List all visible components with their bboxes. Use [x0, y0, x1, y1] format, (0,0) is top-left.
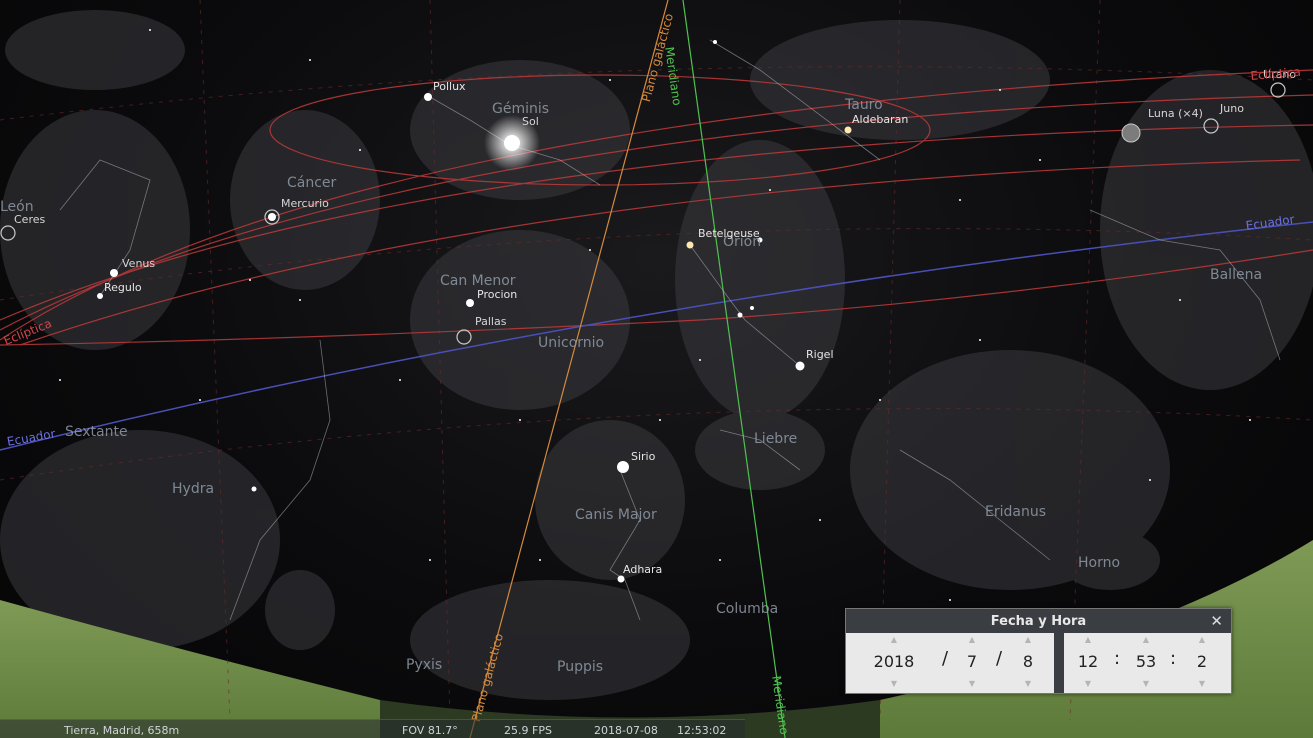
star-label[interactable]: Sirio	[631, 450, 656, 463]
year-value[interactable]: 2018	[873, 652, 915, 671]
second-spinner[interactable]: ▲ 2 ▼	[1182, 633, 1222, 693]
constellation-label[interactable]: Horno	[1078, 555, 1121, 571]
month-value[interactable]: 7	[966, 652, 978, 671]
down-arrow-icon[interactable]: ▼	[1142, 679, 1150, 688]
star-label[interactable]: Aldebaran	[852, 113, 909, 126]
minute-spinner[interactable]: ▲ 53 ▼	[1126, 633, 1166, 693]
constellation-label[interactable]: Canis Major	[575, 507, 657, 523]
close-icon[interactable]: ✕	[1210, 612, 1223, 630]
constellation-label[interactable]: Hydra	[172, 481, 215, 497]
constellation-label[interactable]: Can Menor	[440, 273, 516, 289]
equator-line	[0, 221, 1313, 451]
date-text: 2018-07-08	[594, 724, 658, 737]
up-arrow-icon[interactable]: ▲	[1084, 635, 1092, 644]
moon-marker	[1121, 123, 1141, 143]
star-label[interactable]: Rigel	[806, 348, 834, 361]
fps-text: 25.9 FPS	[504, 724, 552, 737]
star-label[interactable]: Regulo	[104, 281, 142, 294]
meridian-line	[682, 0, 786, 738]
second-value[interactable]: 2	[1196, 652, 1208, 671]
azimuthal-grid	[0, 0, 1313, 721]
planet-label[interactable]: Mercurio	[281, 197, 329, 210]
planet-label[interactable]: Juno	[1220, 102, 1244, 115]
constellation-label[interactable]: Pyxis	[406, 657, 443, 673]
date-separator: /	[942, 648, 949, 669]
planet-label[interactable]: Sol	[522, 115, 539, 128]
constellation-lines	[59, 39, 1281, 621]
dialog-title-bar[interactable]: Fecha y Hora ✕	[846, 609, 1231, 633]
constellation-label[interactable]: Géminis	[492, 101, 550, 117]
constellation-label[interactable]: Tauro	[845, 97, 883, 113]
month-spinner[interactable]: ▲ 7 ▼	[952, 633, 992, 693]
fov-text: FOV 81.7°	[402, 724, 458, 737]
status-bar: Tierra, Madrid, 658m FOV 81.7° 25.9 FPS …	[0, 719, 745, 738]
planet-markers	[0, 82, 1286, 345]
day-value[interactable]: 8	[1022, 652, 1034, 671]
constellation-label[interactable]: Ballena	[1210, 267, 1263, 283]
down-arrow-icon[interactable]: ▼	[968, 679, 976, 688]
planet-label[interactable]: Luna (×4)	[1148, 107, 1203, 120]
constellation-label[interactable]: Orión	[723, 234, 762, 250]
time-text: 12:53:02	[677, 724, 727, 737]
year-spinner[interactable]: ▲ 2018 ▼	[870, 633, 918, 693]
star-label[interactable]: Adhara	[623, 563, 663, 576]
star-label[interactable]: Betelgeuse	[698, 227, 760, 240]
time-separator: :	[1114, 648, 1121, 669]
constellation-label[interactable]: Unicornio	[538, 335, 605, 351]
dialog-body: ▲ 2018 ▼ / ▲ 7 ▼ / ▲ 8 ▼ ▲ 12 ▼ :	[846, 633, 1231, 693]
up-arrow-icon[interactable]: ▲	[1142, 635, 1150, 644]
dialog-title: Fecha y Hora	[990, 613, 1087, 629]
constellation-label[interactable]: Liebre	[754, 431, 798, 447]
down-arrow-icon[interactable]: ▼	[1024, 679, 1032, 688]
up-arrow-icon[interactable]: ▲	[1198, 635, 1206, 644]
up-arrow-icon[interactable]: ▲	[890, 635, 898, 644]
day-spinner[interactable]: ▲ 8 ▼	[1008, 633, 1048, 693]
date-time-dialog[interactable]: Fecha y Hora ✕ ▲ 2018 ▼ / ▲ 7 ▼ / ▲ 8 ▼	[845, 608, 1232, 694]
constellation-label[interactable]: León	[0, 199, 34, 215]
up-arrow-icon[interactable]: ▲	[968, 635, 976, 644]
down-arrow-icon[interactable]: ▼	[890, 679, 898, 688]
planet-label[interactable]: Ceres	[14, 213, 46, 226]
up-arrow-icon[interactable]: ▲	[1024, 635, 1032, 644]
constellation-art	[0, 10, 1313, 700]
planet-label[interactable]: Pallas	[475, 315, 507, 328]
down-arrow-icon[interactable]: ▼	[1198, 679, 1206, 688]
planet-label[interactable]: Venus	[122, 257, 156, 270]
date-time-divider	[1054, 633, 1064, 693]
star-label[interactable]: Pollux	[433, 80, 466, 93]
hour-spinner[interactable]: ▲ 12 ▼	[1068, 633, 1108, 693]
constellation-label[interactable]: Eridanus	[985, 504, 1046, 520]
time-separator: :	[1170, 648, 1177, 669]
constellation-label[interactable]: Columba	[716, 601, 779, 617]
minute-value[interactable]: 53	[1135, 652, 1157, 671]
hour-value[interactable]: 12	[1077, 652, 1099, 671]
down-arrow-icon[interactable]: ▼	[1084, 679, 1092, 688]
background-stars	[59, 29, 1251, 601]
star-label[interactable]: Procion	[477, 288, 518, 301]
date-separator: /	[996, 648, 1003, 669]
constellation-label[interactable]: Puppis	[557, 659, 604, 675]
planet-label[interactable]: Urano	[1263, 68, 1297, 81]
ground-left	[0, 600, 380, 738]
constellation-label[interactable]: Cáncer	[287, 175, 337, 191]
galactic-plane-line	[469, 0, 669, 738]
constellation-label[interactable]: Sextante	[65, 424, 128, 440]
bright-objects	[97, 40, 852, 583]
location-text: Tierra, Madrid, 658m	[64, 724, 180, 737]
